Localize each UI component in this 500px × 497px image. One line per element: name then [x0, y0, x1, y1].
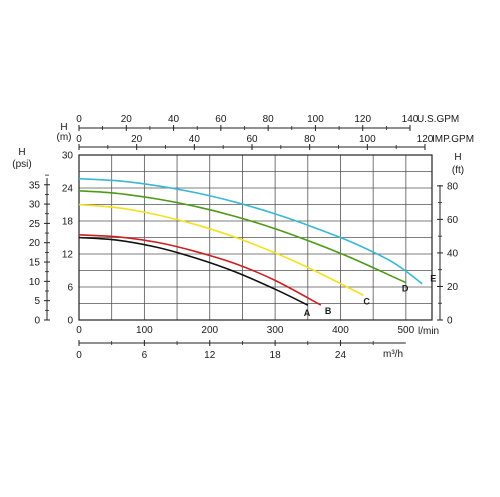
curve-d	[78, 190, 407, 284]
m3h-tick-label: 12	[204, 350, 216, 361]
usgpm-tick-label: 100	[307, 114, 324, 125]
impgpm-unit-label: IMP.GPM	[432, 134, 474, 145]
curve-e	[78, 177, 423, 285]
head-ft-label-unit: (ft)	[452, 165, 464, 176]
head-m-tick-label: 30	[62, 151, 74, 162]
lmin-tick-label: 0	[76, 325, 82, 336]
m3h-unit-label: m³/h	[383, 349, 403, 360]
lmin-tick-label: 300	[267, 325, 284, 336]
grid	[78, 154, 432, 321]
ft-tick-label: 20	[447, 282, 459, 293]
lmin-unit-label: l/min	[418, 326, 439, 337]
psi-tick-label: 15	[29, 258, 41, 269]
curves	[78, 177, 423, 306]
head-m-label-unit: (m)	[57, 132, 72, 143]
head-psi-label-h: H	[18, 147, 25, 158]
usgpm-unit-label: U.S.GPM	[417, 114, 459, 125]
psi-tick-label: 5	[34, 296, 40, 307]
m3h-tick-label: 6	[142, 350, 148, 361]
curve-labels: A B C D E	[304, 274, 436, 318]
ft-tick-label: 60	[447, 215, 459, 226]
curve-label-e: E	[430, 274, 436, 284]
psi-tick-label: 10	[29, 277, 41, 288]
usgpm-tick-label: 80	[263, 114, 275, 125]
m3h-tick-label: 18	[270, 350, 282, 361]
lmin-tick-label: 500	[398, 325, 415, 336]
curve-b	[78, 234, 322, 306]
lmin-tick-label: 200	[201, 325, 218, 336]
head-m-tick-label: 18	[62, 217, 74, 228]
curve-label-c: C	[363, 296, 370, 306]
head-m-tick-label: 12	[62, 250, 74, 261]
usgpm-tick-label: 40	[168, 114, 180, 125]
head-ft-label-h: H	[454, 152, 461, 163]
ft-tick-label: 40	[447, 248, 459, 259]
head-psi-label-unit: (psi)	[12, 159, 31, 170]
curve-label-d: D	[402, 284, 409, 294]
psi-tick-label: 35	[29, 180, 41, 191]
head-m-tick-label: 0	[67, 316, 73, 327]
psi-tick-label: 20	[29, 238, 41, 249]
impgpm-tick-label: 100	[359, 134, 376, 145]
m3h-tick-label: 0	[76, 350, 82, 361]
lmin-tick-label: 400	[332, 325, 349, 336]
impgpm-tick-label: 20	[131, 134, 143, 145]
ft-tick-label: 0	[447, 316, 453, 327]
lmin-tick-label: 100	[136, 325, 153, 336]
psi-tick-label: 30	[29, 200, 41, 211]
head-m-tick-label: 6	[67, 283, 73, 294]
usgpm-tick-label: 140	[402, 114, 419, 125]
psi-tick-label: 0	[34, 316, 40, 327]
curve-label-a: A	[304, 308, 311, 318]
impgpm-tick-label: 80	[304, 134, 316, 145]
usgpm-tick-label: 0	[76, 114, 82, 125]
usgpm-tick-label: 60	[215, 114, 227, 125]
impgpm-tick-label: 40	[189, 134, 201, 145]
curve-label-b: B	[325, 306, 332, 316]
impgpm-tick-label: 120	[417, 134, 434, 145]
impgpm-tick-label: 60	[246, 134, 258, 145]
usgpm-tick-label: 120	[354, 114, 371, 125]
usgpm-tick-label: 20	[121, 114, 133, 125]
psi-tick-label: 25	[29, 219, 41, 230]
ft-tick-label: 80	[447, 181, 459, 192]
curve-a	[78, 236, 309, 306]
curve-c	[78, 203, 364, 297]
head-m-label-h: H	[60, 122, 67, 133]
impgpm-tick-label: 0	[76, 134, 82, 145]
m3h-tick-label: 24	[335, 350, 347, 361]
head-m-tick-label: 24	[62, 184, 74, 195]
